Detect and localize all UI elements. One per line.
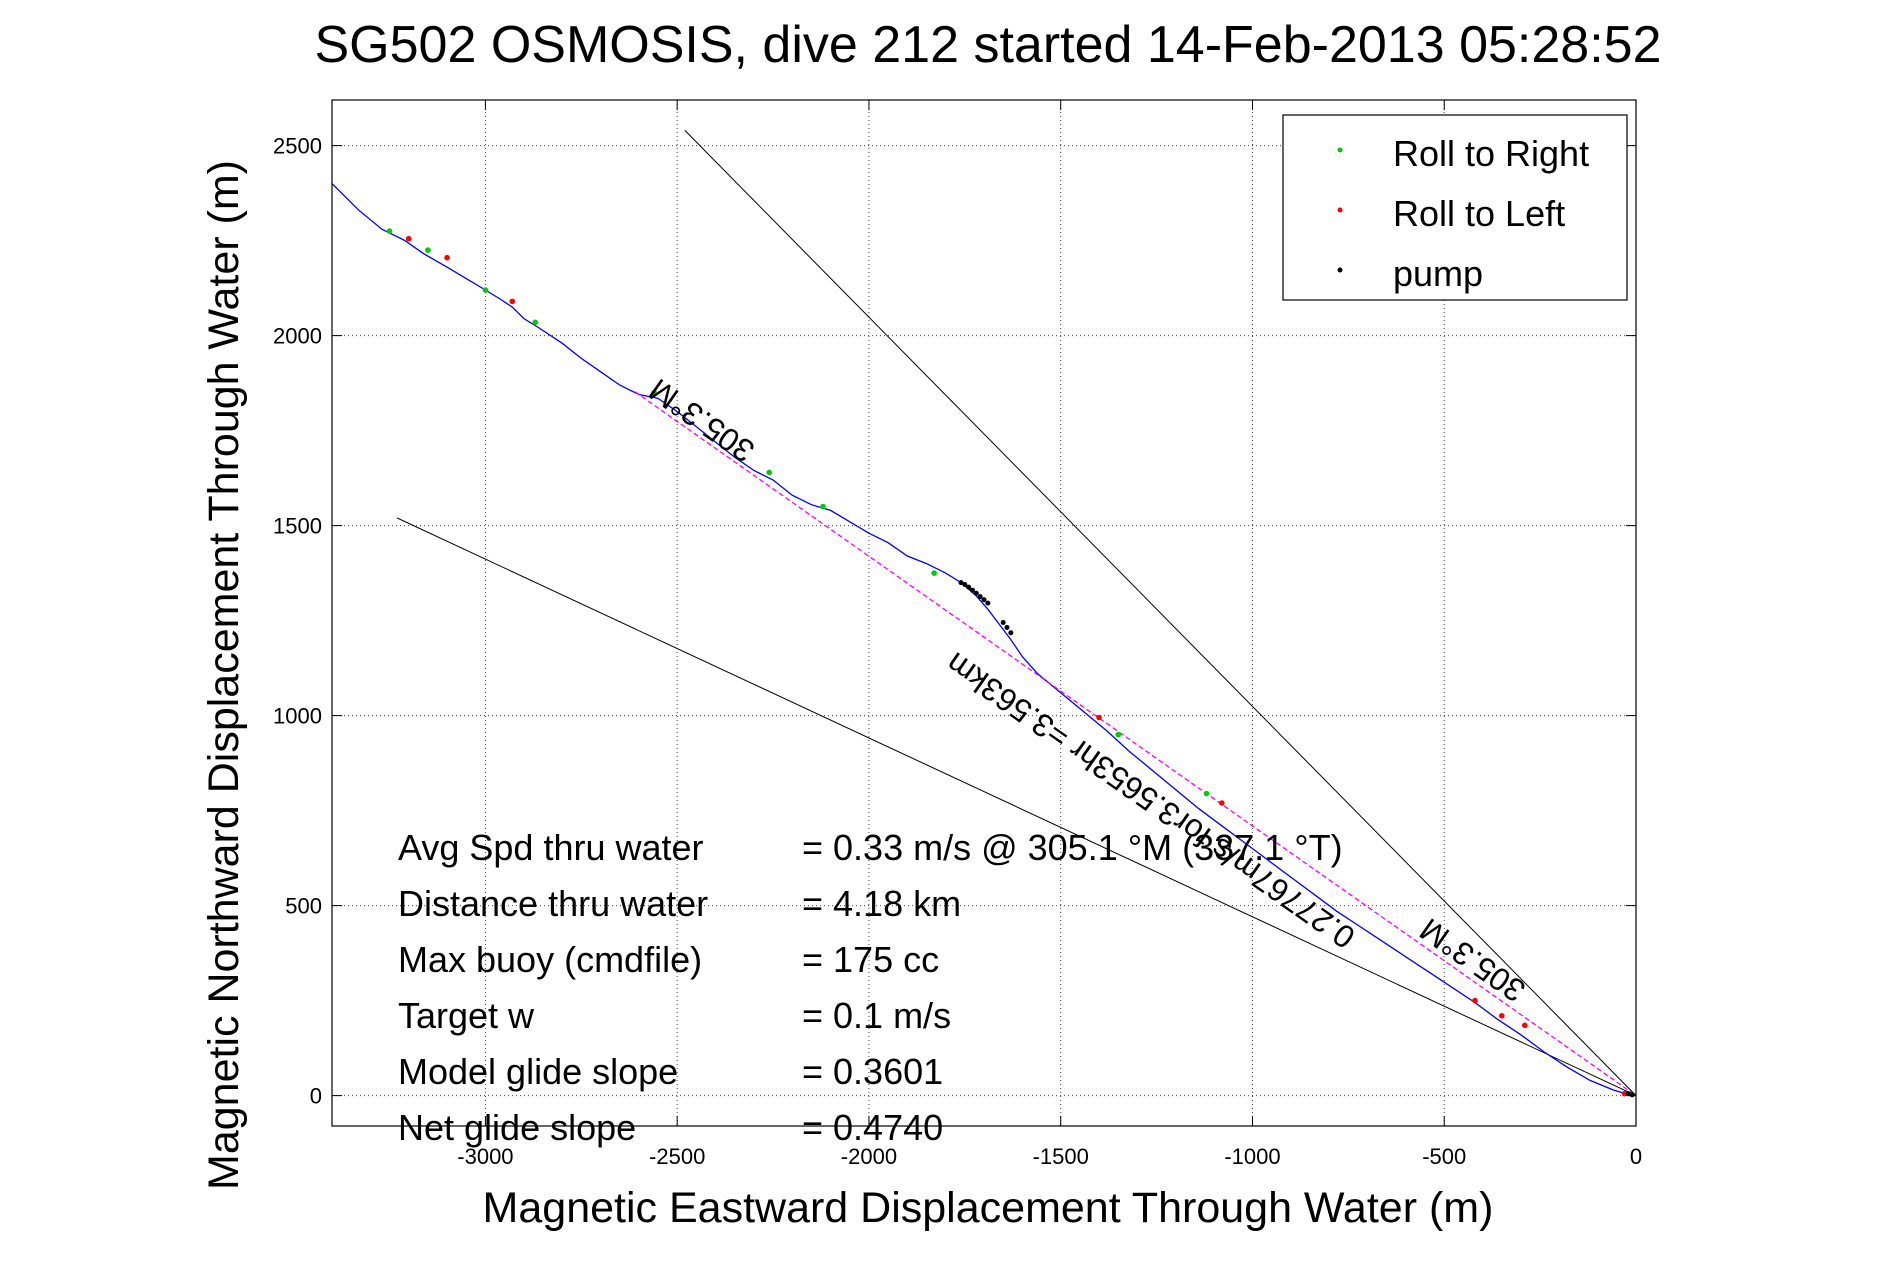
pump-point [958, 580, 964, 586]
stat-label: Target w [398, 995, 535, 1036]
x-tick-label: -2000 [841, 1144, 897, 1169]
roll-right-point [1203, 790, 1210, 797]
y-tick-label: 500 [285, 894, 322, 919]
pump-point [1625, 1091, 1631, 1097]
roll-right-point [766, 469, 773, 476]
stat-value: = 0.4740 [802, 1107, 943, 1148]
roll-left-point [1621, 1090, 1628, 1097]
pump-point [1629, 1092, 1635, 1098]
legend-marker [1337, 207, 1343, 213]
stat-label: Model glide slope [398, 1051, 678, 1092]
roll-right-point [820, 503, 826, 510]
legend-label: pump [1393, 253, 1483, 294]
roll-left-point [1521, 1022, 1528, 1029]
pump-point [977, 594, 983, 600]
roll-right-point [386, 228, 393, 234]
pump-point [1008, 630, 1014, 636]
x-tick-label: -1500 [1033, 1144, 1089, 1169]
x-tick-label: -1000 [1224, 1144, 1280, 1169]
legend-marker [1337, 267, 1343, 273]
legend: Roll to Right Roll to Left pump [1282, 114, 1628, 301]
pump-point [985, 600, 991, 606]
stat-value: = 0.33 m/s @ 305.1 °M (337.1 °T) [802, 827, 1343, 868]
roll-left-point [444, 254, 450, 261]
legend-label: Roll to Right [1393, 133, 1589, 174]
x-tick-label: -3000 [457, 1144, 513, 1169]
y-tick-label: 1500 [273, 514, 322, 539]
stat-value: = 175 cc [802, 939, 939, 980]
ticks: -3000 -2500 -2000 -1500 -1000 -500 0 0 500 1000 15… [273, 100, 1642, 1169]
stat-label: Distance thru water [398, 883, 708, 924]
pump-point [1000, 620, 1006, 625]
y-tick-label: 2500 [273, 134, 322, 159]
reference-line-2 [396, 517, 1636, 1097]
roll-left-point [1498, 1013, 1505, 1019]
roll-right-point [651, 389, 657, 396]
stat-value: = 4.18 km [802, 883, 961, 924]
stat-label: Max buoy (cmdfile) [398, 939, 702, 980]
stat-label: Avg Spd thru water [398, 827, 704, 868]
roll-right-point [425, 247, 431, 253]
roll-right-point [532, 319, 539, 326]
pump-point [1004, 624, 1010, 630]
x-tick-label: -500 [1422, 1144, 1466, 1169]
x-tick-label: -2500 [649, 1144, 705, 1169]
legend-marker [1337, 147, 1343, 153]
roll-right-point [931, 570, 937, 576]
x-tick-label: 0 [1630, 1144, 1642, 1169]
roll-left-point [1218, 800, 1225, 806]
roll-left-point [1096, 714, 1102, 721]
legend-label: Roll to Left [1393, 193, 1565, 234]
roll-left-point [405, 235, 412, 242]
roll-left-point [1472, 997, 1478, 1004]
y-tick-label: 1000 [273, 704, 322, 729]
stat-value: = 0.1 m/s [802, 995, 951, 1036]
pump-point [966, 584, 972, 590]
stat-value: = 0.3601 [802, 1051, 943, 1092]
pump-point [969, 587, 975, 593]
series-model-line [634, 391, 1636, 1097]
stat-label: Net glide slope [398, 1107, 636, 1148]
stats-block: Avg Spd thru water = 0.33 m/s @ 305.1 °M … [398, 827, 1343, 1148]
markers [386, 228, 1635, 1098]
roll-right-point [1115, 731, 1122, 738]
x-axis-label: Magnetic Eastward Displacement Through W… [483, 1184, 1494, 1232]
y-tick-label: 2000 [273, 324, 322, 349]
y-tick-label: 0 [310, 1084, 322, 1109]
roll-left-point [509, 298, 516, 305]
reference-lines [396, 130, 1636, 1097]
reference-line-1 [684, 130, 1636, 1096]
pump-point [973, 590, 979, 596]
roll-right-point [482, 287, 489, 293]
chart-title: SG502 OSMOSIS, dive 212 started 14-Feb-2… [314, 16, 1661, 74]
pump-point [962, 582, 968, 587]
pump-point [981, 597, 987, 603]
y-axis-label: Magnetic Northward Displacement Through … [200, 160, 248, 1190]
plot-frame [331, 99, 1637, 1127]
